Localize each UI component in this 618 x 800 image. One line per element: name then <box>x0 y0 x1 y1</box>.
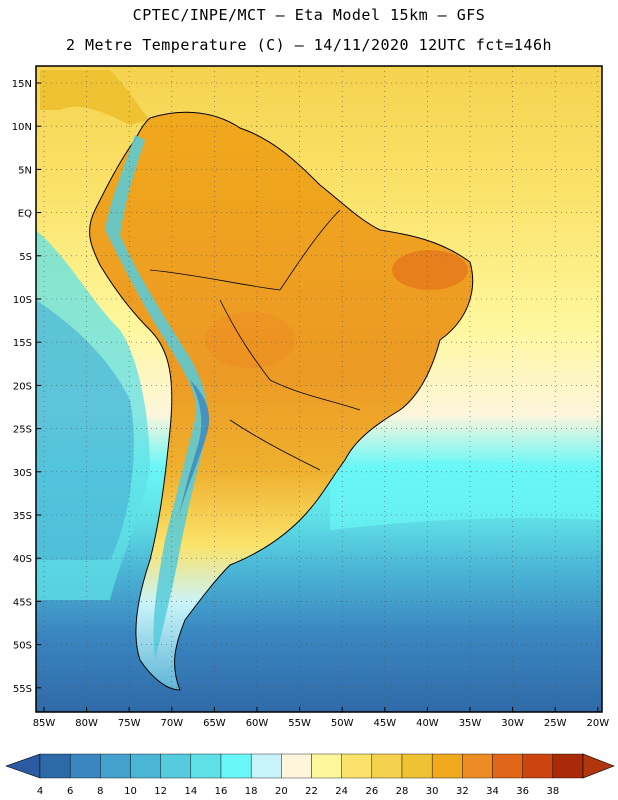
lon-label: 35W <box>459 718 482 729</box>
lon-label: 60W <box>246 718 269 729</box>
lat-label: EQ <box>18 209 32 220</box>
colorbar-tick-label: 24 <box>335 786 348 797</box>
lon-label: 50W <box>331 718 354 729</box>
colorbar-swatch <box>371 753 403 779</box>
colorbar-low-arrow <box>5 753 41 779</box>
colorbar-swatch <box>341 753 373 779</box>
lon-label: 40W <box>416 718 439 729</box>
lat-label: 15N <box>12 79 32 90</box>
colorbar-swatch <box>250 753 282 779</box>
lon-label: 85W <box>33 718 56 729</box>
colorbar-swatch <box>492 753 523 779</box>
colorbar-swatch <box>401 753 433 779</box>
lat-label: 50S <box>13 641 32 652</box>
lon-label: 45W <box>373 718 396 729</box>
colorbar-swatch <box>69 753 101 779</box>
latitude-labels: 15N 10N 5N EQ 5S 10S 15S 20S 25S 30S 35S 40S 45S 50S 5… <box>12 79 41 695</box>
colorbar-tick-label: 34 <box>486 786 499 797</box>
colorbar-swatch <box>311 753 342 779</box>
colorbar-tick-label: 30 <box>426 786 439 797</box>
lat-label: 20S <box>13 381 32 392</box>
colorbar-tick-label: 4 <box>37 786 43 797</box>
colorbar-tick-label: 38 <box>546 786 559 797</box>
lon-label: 75W <box>118 718 141 729</box>
lon-label: 70W <box>160 718 183 729</box>
lat-label: 45S <box>13 597 32 608</box>
south-america-land <box>89 111 474 691</box>
colorbar-swatch <box>522 753 554 779</box>
map-frame <box>35 65 603 713</box>
lat-label: 5S <box>19 252 32 263</box>
colorbar-tick-label: 10 <box>124 786 137 797</box>
lat-label: 15S <box>13 338 32 349</box>
colorbar-swatch <box>281 753 312 779</box>
colorbar-swatch <box>130 753 161 779</box>
colorbar-swatch <box>160 753 192 779</box>
atlantic-band <box>330 460 602 530</box>
colorbar-high-arrow <box>582 753 615 779</box>
colorbar-tick-label: 16 <box>215 786 228 797</box>
title-line-1: CPTEC/INPE/MCT – Eta Model 15km – GFS <box>132 6 486 24</box>
lat-label: 35S <box>13 511 32 522</box>
map-field <box>36 66 602 712</box>
colorbar-swatch <box>100 753 131 779</box>
central-america <box>40 70 150 125</box>
colorbar-swatch <box>552 753 584 779</box>
lat-label: 10S <box>13 295 32 306</box>
colorbar-tick-label: 22 <box>305 786 318 797</box>
colorbar-swatch <box>39 753 71 779</box>
colorbar: 4 6 8 10 12 14 16 18 20 22 24 26 28 30 32 34 36 38 <box>5 753 615 797</box>
colorbar-swatch <box>220 753 252 779</box>
colorbar-tick-label: 28 <box>396 786 409 797</box>
lat-label: 30S <box>13 468 32 479</box>
longitude-labels: 85W 80W 75W 70W 65W 60W 55W 50W 45W 40W 35W 30W 25W 2… <box>33 707 609 729</box>
lon-label: 25W <box>544 718 567 729</box>
country-borders <box>149 209 361 471</box>
lat-label: 10N <box>12 122 32 133</box>
colorbar-tick-label: 32 <box>456 786 469 797</box>
colorbar-swatch <box>462 753 493 779</box>
lat-label: 40S <box>13 554 32 565</box>
lon-label: 80W <box>75 718 98 729</box>
hot-spot-northeast <box>392 250 468 290</box>
lon-label: 55W <box>288 718 311 729</box>
colorbar-tick-label: 18 <box>245 786 258 797</box>
andes-cold-strip <box>105 135 208 660</box>
lon-label: 30W <box>501 718 524 729</box>
lat-label: 55S <box>13 684 32 695</box>
andes-cold-core <box>178 380 210 520</box>
lat-label: 25S <box>13 425 32 436</box>
colorbar-swatch <box>190 753 222 779</box>
lon-label: 65W <box>203 718 226 729</box>
lat-label: 5N <box>18 165 32 176</box>
pacific-cold-core <box>36 300 134 560</box>
lon-label: 20W <box>586 718 609 729</box>
hot-spot-center <box>205 312 295 368</box>
colorbar-tick-label: 20 <box>275 786 288 797</box>
colorbar-tick-label: 8 <box>97 786 103 797</box>
colorbar-tick-label: 14 <box>184 786 197 797</box>
colorbar-tick-label: 6 <box>67 786 73 797</box>
title-line-2: 2 Metre Temperature (C) – 14/11/2020 12U… <box>65 36 553 54</box>
colorbar-tick-label: 12 <box>154 786 167 797</box>
colorbar-swatch <box>431 753 463 779</box>
colorbar-tick-label: 36 <box>516 786 529 797</box>
colorbar-tick-label: 26 <box>365 786 378 797</box>
